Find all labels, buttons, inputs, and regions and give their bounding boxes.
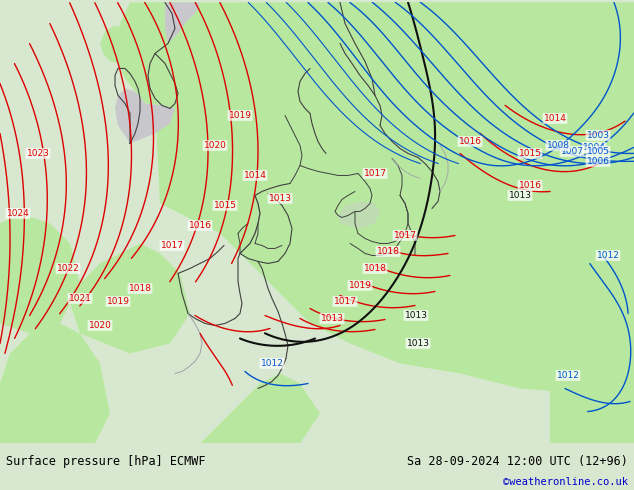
Polygon shape (100, 25, 130, 63)
Text: 1017: 1017 (160, 241, 183, 250)
Text: 1017: 1017 (363, 169, 387, 178)
Polygon shape (200, 373, 320, 443)
Polygon shape (148, 53, 178, 108)
Text: 1016: 1016 (458, 137, 481, 146)
Text: 1019: 1019 (349, 281, 372, 290)
Polygon shape (0, 214, 80, 334)
Text: 1008: 1008 (547, 141, 569, 150)
Text: 1005: 1005 (586, 147, 609, 156)
Text: 1024: 1024 (6, 209, 29, 218)
Polygon shape (540, 194, 634, 443)
Text: Surface pressure [hPa] ECMWF: Surface pressure [hPa] ECMWF (6, 455, 206, 468)
Polygon shape (138, 2, 175, 53)
Text: 1013: 1013 (406, 339, 429, 348)
Text: 1015: 1015 (214, 201, 236, 210)
Text: 1020: 1020 (89, 321, 112, 330)
Text: 1021: 1021 (68, 294, 91, 303)
Polygon shape (318, 72, 327, 83)
Text: 1013: 1013 (508, 191, 531, 200)
Text: 1004: 1004 (583, 143, 605, 152)
Text: 1016: 1016 (519, 181, 541, 190)
Polygon shape (115, 89, 175, 144)
Text: 1018: 1018 (129, 284, 152, 293)
Text: 1012: 1012 (261, 359, 283, 368)
Text: 1013: 1013 (321, 314, 344, 323)
Text: 1020: 1020 (204, 141, 226, 150)
Text: 1019: 1019 (107, 297, 129, 306)
Text: 1015: 1015 (519, 149, 541, 158)
Text: 1012: 1012 (557, 371, 579, 380)
Text: 1018: 1018 (377, 247, 399, 256)
Text: 1012: 1012 (597, 251, 619, 260)
Text: 1018: 1018 (363, 264, 387, 273)
Text: 1017: 1017 (394, 231, 417, 240)
Polygon shape (0, 323, 110, 443)
Polygon shape (338, 201, 380, 228)
Text: 1022: 1022 (56, 264, 79, 273)
Text: 1017: 1017 (333, 297, 356, 306)
Text: 1006: 1006 (586, 157, 609, 166)
Text: 1003: 1003 (586, 131, 609, 140)
Text: 1014: 1014 (543, 114, 566, 123)
Polygon shape (300, 2, 634, 144)
Polygon shape (165, 2, 200, 44)
Text: 1019: 1019 (228, 111, 252, 120)
Polygon shape (150, 2, 634, 393)
Text: 1016: 1016 (188, 221, 212, 230)
Text: ©weatheronline.co.uk: ©weatheronline.co.uk (503, 477, 628, 487)
Polygon shape (70, 244, 190, 353)
Text: 1013: 1013 (404, 311, 427, 320)
Text: Sa 28-09-2024 12:00 UTC (12+96): Sa 28-09-2024 12:00 UTC (12+96) (407, 455, 628, 468)
Text: 1007: 1007 (560, 147, 583, 156)
Text: 1014: 1014 (243, 171, 266, 180)
Polygon shape (115, 2, 178, 105)
Polygon shape (303, 74, 318, 114)
Text: 1023: 1023 (27, 149, 49, 158)
Text: 1013: 1013 (269, 194, 292, 203)
